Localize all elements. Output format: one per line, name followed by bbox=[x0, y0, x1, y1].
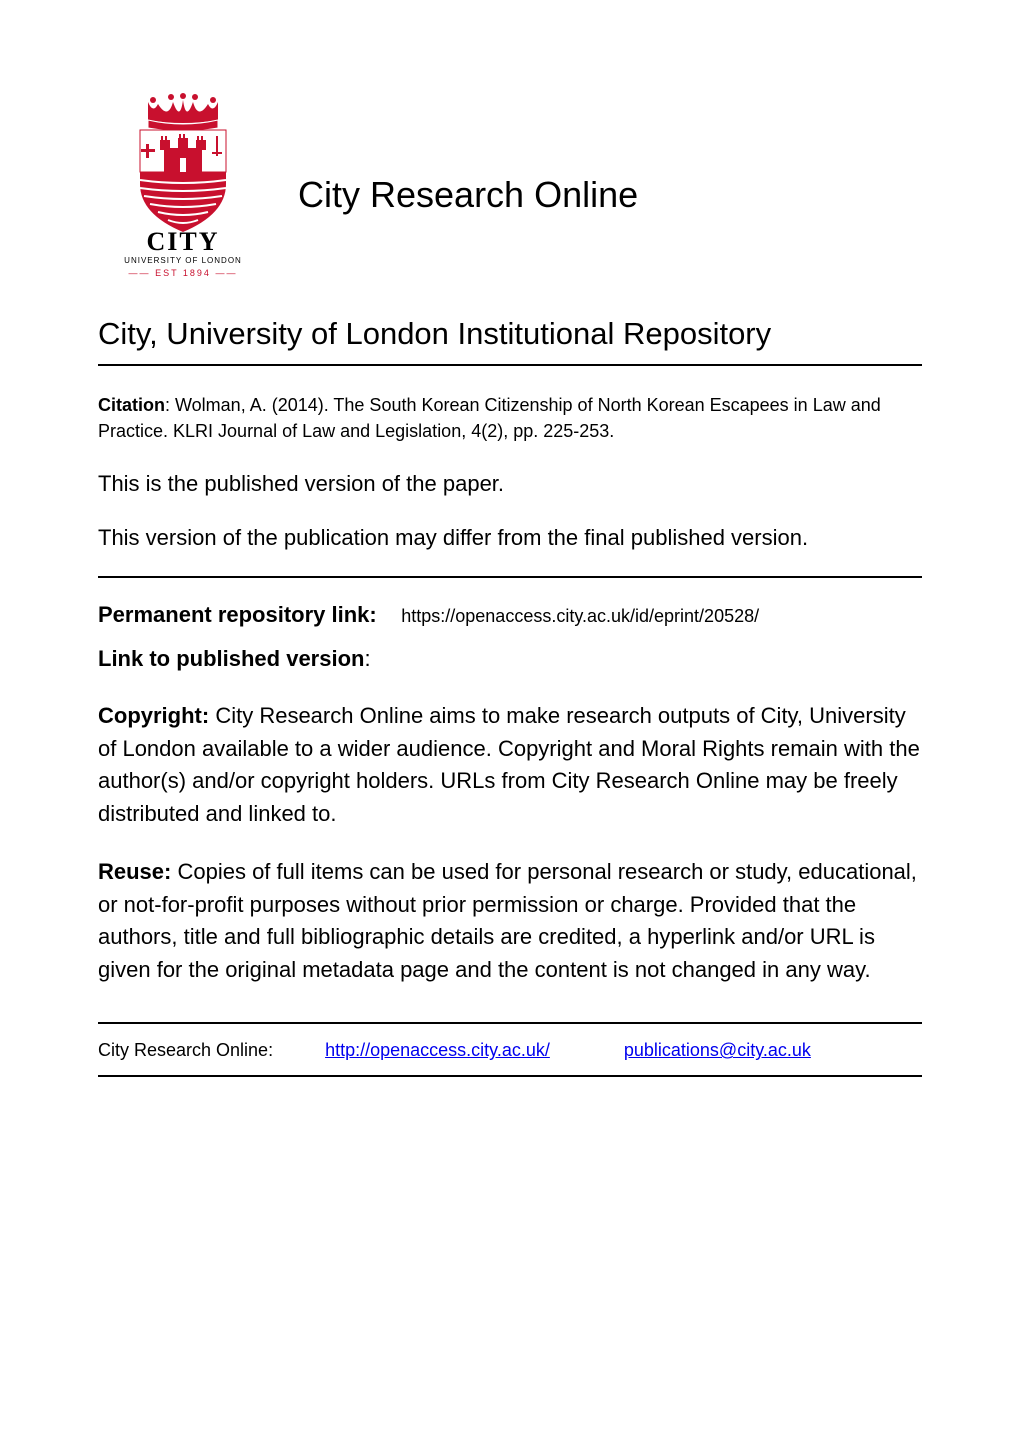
citation-text: : Wolman, A. (2014). The South Korean Ci… bbox=[98, 395, 881, 441]
logo-est-text: —— EST 1894 —— bbox=[98, 268, 268, 278]
footer-email-link[interactable]: publications@city.ac.uk bbox=[624, 1040, 811, 1061]
copyright-block: Copyright: City Research Online aims to … bbox=[98, 700, 922, 830]
copyright-label: Copyright: bbox=[98, 703, 209, 728]
version-note-published: This is the published version of the pap… bbox=[98, 468, 922, 500]
published-version-label: Link to published version bbox=[98, 646, 364, 671]
footer-content: City Research Online: http://openaccess.… bbox=[98, 1024, 922, 1075]
permanent-link-label: Permanent repository link: bbox=[98, 602, 377, 627]
divider bbox=[98, 364, 922, 366]
permanent-link-block: Permanent repository link: https://opena… bbox=[98, 602, 922, 628]
published-version-block: Link to published version: bbox=[98, 646, 922, 672]
reuse-block: Reuse: Copies of full items can be used … bbox=[98, 856, 922, 986]
svg-text:CITY: CITY bbox=[146, 227, 219, 254]
version-note-differ: This version of the publication may diff… bbox=[98, 522, 922, 554]
citation-label: Citation bbox=[98, 395, 165, 415]
city-logo: CITY UNIVERSITY OF LONDON —— EST 1894 —— bbox=[98, 92, 268, 278]
citation-block: Citation: Wolman, A. (2014). The South K… bbox=[98, 392, 922, 444]
reuse-label: Reuse: bbox=[98, 859, 171, 884]
footer-label: City Research Online: bbox=[98, 1040, 325, 1061]
published-version-value: : bbox=[364, 646, 370, 671]
footer: City Research Online: http://openaccess.… bbox=[98, 1022, 922, 1077]
permanent-link-url: https://openaccess.city.ac.uk/id/eprint/… bbox=[401, 606, 759, 626]
site-title: City Research Online bbox=[298, 92, 922, 216]
city-crest-icon: CITY bbox=[98, 92, 268, 254]
divider bbox=[98, 1075, 922, 1077]
copyright-text: City Research Online aims to make resear… bbox=[98, 703, 920, 826]
reuse-text: Copies of full items can be used for per… bbox=[98, 859, 917, 982]
repository-title: City, University of London Institutional… bbox=[98, 316, 922, 352]
divider bbox=[98, 576, 922, 578]
logo-university-text: UNIVERSITY OF LONDON bbox=[98, 256, 268, 265]
footer-site-link[interactable]: http://openaccess.city.ac.uk/ bbox=[325, 1040, 624, 1061]
header-row: CITY UNIVERSITY OF LONDON —— EST 1894 ——… bbox=[98, 92, 922, 278]
